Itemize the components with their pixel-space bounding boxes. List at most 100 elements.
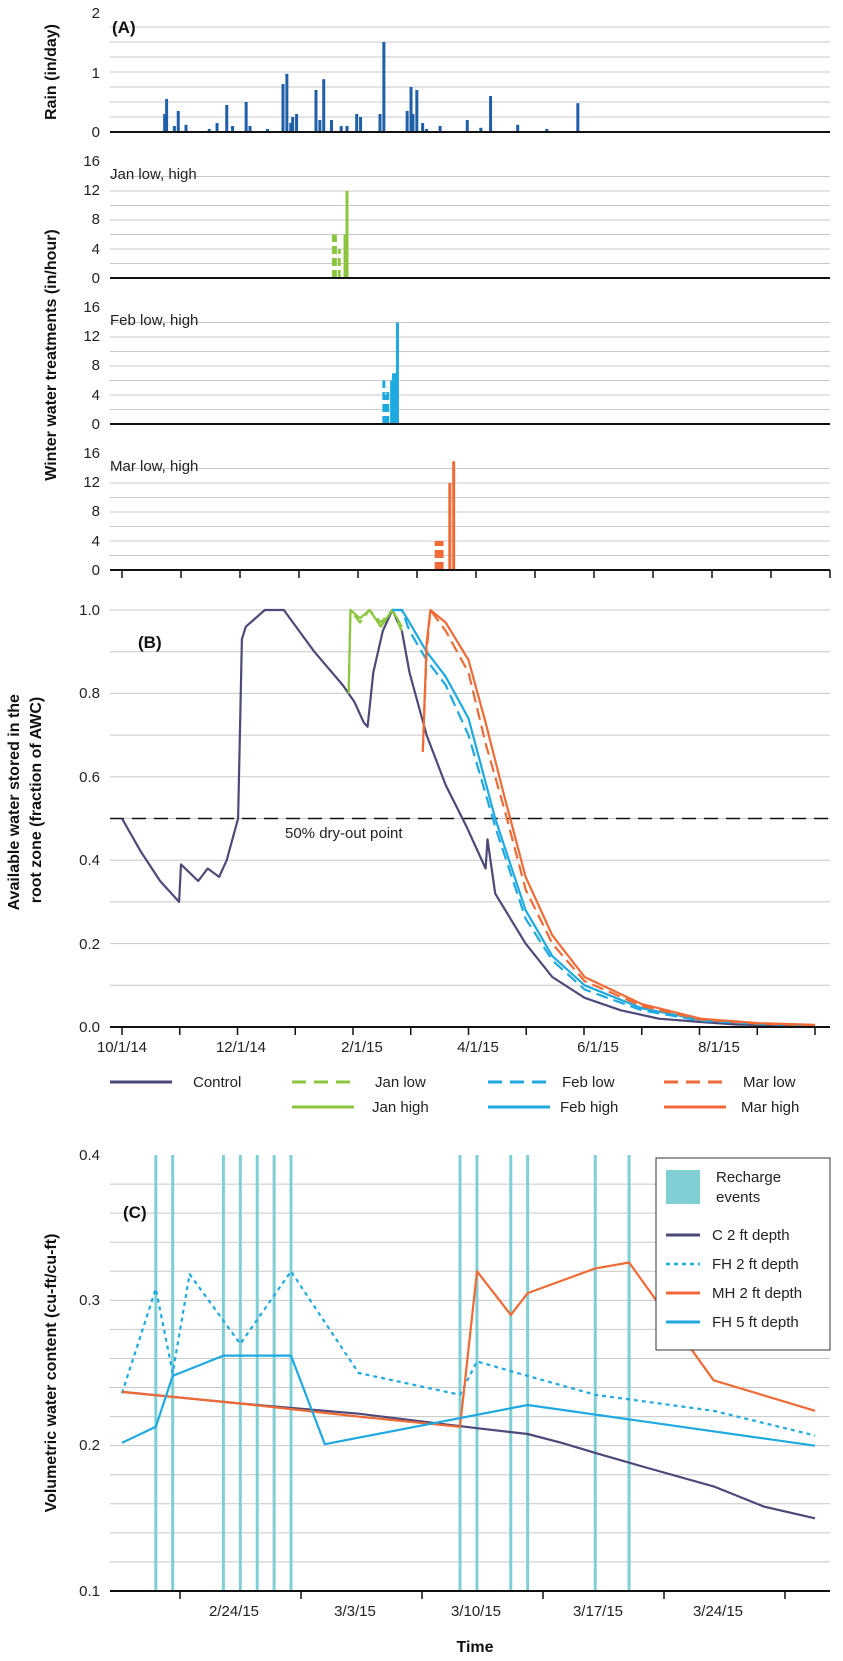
panel-c-xtick-1: 3/3/15: [334, 1603, 376, 1620]
panel-mar-ytick-2: 8: [92, 503, 100, 520]
panel-mar-ytick-3: 12: [83, 474, 100, 491]
legend-c2-label: C 2 ft depth: [712, 1227, 790, 1244]
panel-c-ytick-0: 0.1: [79, 1583, 100, 1600]
rain-bar: [318, 120, 322, 132]
legend-mh2-label: MH 2 ft depth: [712, 1285, 802, 1302]
panel-b-xtick-2: 2/1/15: [341, 1039, 383, 1056]
legend-recharge-swatch: [666, 1170, 700, 1204]
rain-bar: [382, 42, 386, 132]
panel-c-tag: (C): [123, 1203, 147, 1222]
rain-bar: [425, 129, 429, 132]
rain-bar: [184, 124, 188, 132]
panel-b-xtick-1: 12/1/14: [216, 1039, 266, 1056]
rain-bar: [291, 117, 295, 132]
panel-b-xtick-5: 8/1/15: [698, 1039, 740, 1056]
panel-c-xtick-2: 3/10/15: [451, 1603, 501, 1620]
panel-b-ylabel: Available water stored in the root zone …: [6, 690, 45, 911]
series-fh-5-ft-depth: [121, 1354, 816, 1447]
panel-feb-ytick-2: 8: [92, 357, 100, 374]
rain-bar: [265, 129, 269, 132]
panel-jan-ytick-4: 16: [83, 153, 100, 170]
panel-b-root-zone: 50% dry-out point (B) 0.0 0.2 0.4 0.6 0.…: [6, 602, 830, 1056]
panel-b-tag: (B): [138, 633, 162, 652]
rain-bar: [165, 99, 169, 132]
series-c-2-ft-depth: [121, 1390, 816, 1520]
rain-bar: [172, 126, 176, 132]
panel-jan-ytick-0: 0: [92, 270, 100, 287]
panel-jan-ytick-3: 12: [83, 182, 100, 199]
panel-feb-tag: Feb low, high: [110, 312, 198, 329]
panel-b-xtick-3: 4/1/15: [457, 1039, 499, 1056]
recharge-event: [255, 1155, 259, 1591]
rain-bar: [285, 73, 289, 132]
recharge-event: [221, 1155, 225, 1591]
recharge-event: [238, 1155, 242, 1591]
rain-bar: [411, 114, 415, 132]
rain-bar: [378, 114, 382, 132]
legend-jan-low-label: Jan low: [375, 1074, 426, 1091]
rain-bar: [576, 103, 580, 132]
panel-feb-ytick-0: 0: [92, 416, 100, 433]
panel-c-ytick-3: 0.4: [79, 1147, 100, 1164]
panel-c-xtick-0: 2/24/15: [209, 1603, 259, 1620]
panel-c-xlabel: Time: [456, 1639, 493, 1656]
rain-bar: [295, 114, 299, 132]
panel-b-ytick-3: 0.6: [79, 769, 100, 786]
recharge-event: [526, 1155, 530, 1591]
panel-feb-ytick-1: 4: [92, 387, 100, 404]
panel-b-xtick-0: 10/1/14: [97, 1039, 147, 1056]
panel-jan-treatments: Jan low, high 0 4 8 12 16: [83, 153, 830, 287]
series-mar-low: [421, 608, 816, 1027]
legend-mar-high-label: Mar high: [741, 1099, 799, 1116]
panel-jan-tag: Jan low, high: [110, 166, 197, 183]
panel-b-xtick-4: 6/1/15: [577, 1039, 619, 1056]
legend-mar-low-label: Mar low: [743, 1074, 796, 1091]
legend-jan-high-label: Jan high: [372, 1099, 429, 1116]
series-control: [121, 608, 816, 1027]
rain-bar: [359, 117, 363, 132]
panel-a-ytick-2: 2: [92, 5, 100, 22]
recharge-event: [509, 1155, 513, 1591]
panel-a-ytick-1: 1: [92, 65, 100, 82]
rain-bar: [409, 87, 413, 132]
recharge-event: [475, 1155, 479, 1591]
legend-feb-low-label: Feb low: [562, 1074, 615, 1091]
panel-c-ytick-1: 0.2: [79, 1437, 100, 1454]
rain-bar: [415, 90, 419, 132]
series-feb-high: [392, 608, 816, 1027]
rain-bar: [479, 127, 483, 132]
dryout-label: 50% dry-out point: [285, 825, 403, 842]
rain-bar: [516, 124, 520, 132]
rain-bar: [438, 126, 442, 132]
panel-b-ytick-4: 0.8: [79, 685, 100, 702]
recharge-event: [154, 1155, 158, 1591]
panel-mar-treatments: Mar low, high 0 4 8 12 16: [83, 445, 831, 579]
rain-bar: [281, 84, 285, 132]
rain-bar: [176, 111, 180, 132]
rain-bar: [248, 126, 252, 132]
panel-a-ytick-0: 0: [92, 124, 100, 141]
rain-bar: [225, 105, 229, 132]
recharge-event: [593, 1155, 597, 1591]
recharge-event: [458, 1155, 462, 1591]
panel-b-ytick-0: 0.0: [79, 1019, 100, 1036]
rain-bar: [345, 126, 349, 132]
panel-mar-ytick-1: 4: [92, 533, 100, 550]
panel-b-ylabel-text-line2: root zone (fraction of AWC): [28, 697, 45, 904]
panel-c-xtick-3: 3/17/15: [573, 1603, 623, 1620]
series-mar-high: [421, 608, 816, 1026]
panel-b-ytick-2: 0.4: [79, 852, 100, 869]
panel-jan-ytick-2: 8: [92, 211, 100, 228]
rain-bar: [545, 129, 549, 132]
panel-b-ytick-1: 0.2: [79, 936, 100, 953]
panel-a-tag: (A): [112, 18, 136, 37]
panel-c-ytick-2: 0.3: [79, 1292, 100, 1309]
panel-a-rain: (A) 0 1 2 Rain (in/day): [43, 5, 830, 141]
rain-bar: [339, 126, 343, 132]
rain-bar: [421, 123, 425, 132]
legend-fh2-label: FH 2 ft depth: [712, 1256, 799, 1273]
panel-c-water-content: (C) 0.1 0.2 0.3 0.4 2/24/15 3/3/15 3/10/…: [43, 1147, 831, 1656]
legend-c: Recharge events C 2 ft depth FH 2 ft dept…: [655, 1157, 831, 1351]
rain-bar: [231, 126, 235, 132]
